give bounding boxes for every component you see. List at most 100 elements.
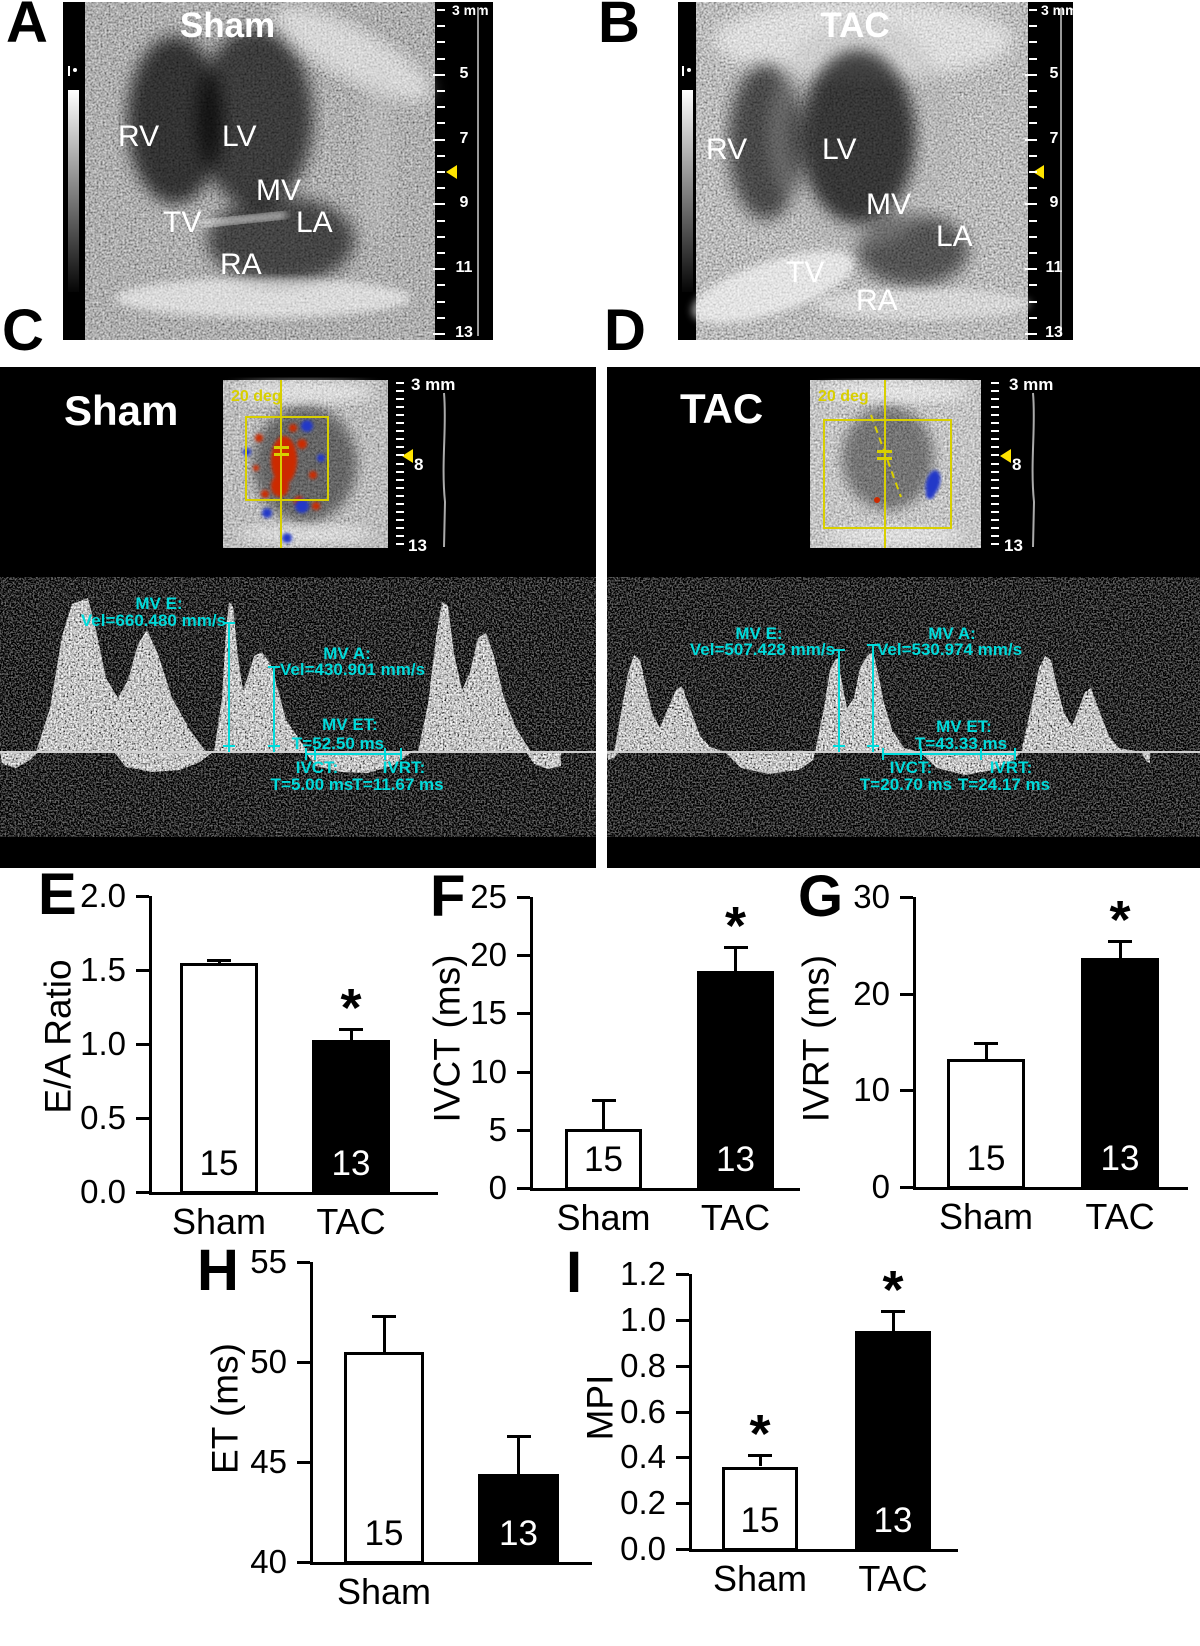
ruler-tick [437,284,445,287]
ruler-tick [433,73,445,76]
x-category-label: TAC [316,1201,386,1242]
error-bar [517,1436,520,1474]
ruler-number: 7 [459,129,469,147]
ruler-b-line [1060,8,1062,336]
y-axis [530,897,533,1191]
ruler-tick [396,462,404,465]
y-tick-label: 0 [871,1168,890,1205]
y-tick-label: 10 [853,1071,890,1109]
ruler-number: 9 [1049,194,1059,212]
x-axis [310,1562,592,1565]
x-axis [913,1187,1188,1190]
ruler-tick [437,106,445,109]
ruler-tick [437,316,445,319]
ruler-tick [396,422,404,425]
ruler-tick [991,534,999,537]
error-bar [602,1099,605,1129]
panel-letter-f: F [430,864,466,929]
x-category-label: TAC [700,1197,771,1238]
label-lv: LV [222,120,257,153]
panel-letter-g: G [798,864,844,929]
mv-a-label: MV A: [323,644,371,663]
color-doppler-inset [810,380,981,548]
ruler-tick [991,502,999,505]
y-tick [900,992,913,996]
significance-asterisk: * [340,978,362,1039]
y-axis [689,1274,692,1552]
ruler-tick [1029,57,1037,60]
y-tick [900,896,913,899]
mv-et-label: MV ET: [322,715,378,734]
ruler-tick [991,543,999,545]
x-axis [149,1192,438,1195]
y-axis [149,896,152,1195]
ruler-b-unit: 3 mm [1041,2,1078,18]
ruler-tick [991,486,999,489]
ruler-number: 13 [455,324,473,341]
y-tick [517,1070,530,1074]
bar-tac [1081,957,1159,1189]
significance-asterisk: * [1109,890,1131,951]
ruler-tick [396,470,404,473]
y-tick-label: 0.2 [620,1484,666,1522]
error-cap [591,1098,616,1102]
ruler-tick [991,470,999,473]
ruler-number: 9 [459,194,469,212]
panel-letter-b: B [598,0,640,55]
error-bar [382,1316,386,1352]
y-axis [913,897,916,1190]
ruler-tick [396,534,404,537]
ivrt-label: IVRT: [989,758,1033,777]
blue-flow-blobs [243,420,325,543]
ruler-tick [437,187,445,190]
angle-label: 20 deg [231,388,282,405]
ruler-tick [437,154,445,157]
ruler-tick [991,430,999,433]
x-category-label: Sham [712,1558,808,1599]
doppler-sham-image [0,367,596,868]
ruler-tick [396,390,404,393]
error-bar [984,1042,988,1060]
label-mv: MV [866,188,911,221]
ruler-tick [1029,171,1037,173]
ruler-tick [433,268,445,271]
y-tick [900,1186,913,1189]
ruler-tick [396,414,404,417]
n-label: 15 [740,1501,780,1540]
ruler-tick [991,494,999,497]
ruler-tick [396,446,404,449]
x-category-label: Sham [171,1201,267,1242]
x-axis [530,1188,800,1191]
y-tick [297,1261,310,1264]
ruler-tick [1025,333,1037,335]
ruler-tick [1029,41,1037,44]
ivct-value: T=20.70 ms [859,775,953,794]
ruler-tick [991,414,999,417]
mv-e-label: MV E: [135,594,183,613]
ruler-tick [1029,9,1037,11]
ruler-number: 11 [455,259,473,277]
ruler-tick [396,478,404,481]
measurement-calipers [223,622,402,760]
ivrt-value: T=24.17 ms [957,775,1051,794]
y-tick-label: 1.0 [620,1300,666,1338]
ruler-tick [991,510,999,513]
y-tick [517,1128,530,1132]
ruler-d-end: 13 [1004,536,1023,555]
label-ra: RA [856,284,898,317]
ruler-tick [437,41,445,44]
bar-sham [344,1352,424,1564]
y-tick [676,1502,689,1506]
error-cap [1108,940,1132,944]
y-tick [297,1461,310,1464]
label-la: LA [936,220,973,253]
ruler-tick [991,462,999,465]
n-label: 13 [873,1501,913,1540]
x-category-label: Sham [556,1197,651,1238]
ruler-tick [1029,300,1037,303]
bar-tac [855,1331,931,1551]
ultrasound-sham-image [63,2,493,340]
error-cap [339,1028,363,1032]
ruler-tick [1029,25,1037,28]
